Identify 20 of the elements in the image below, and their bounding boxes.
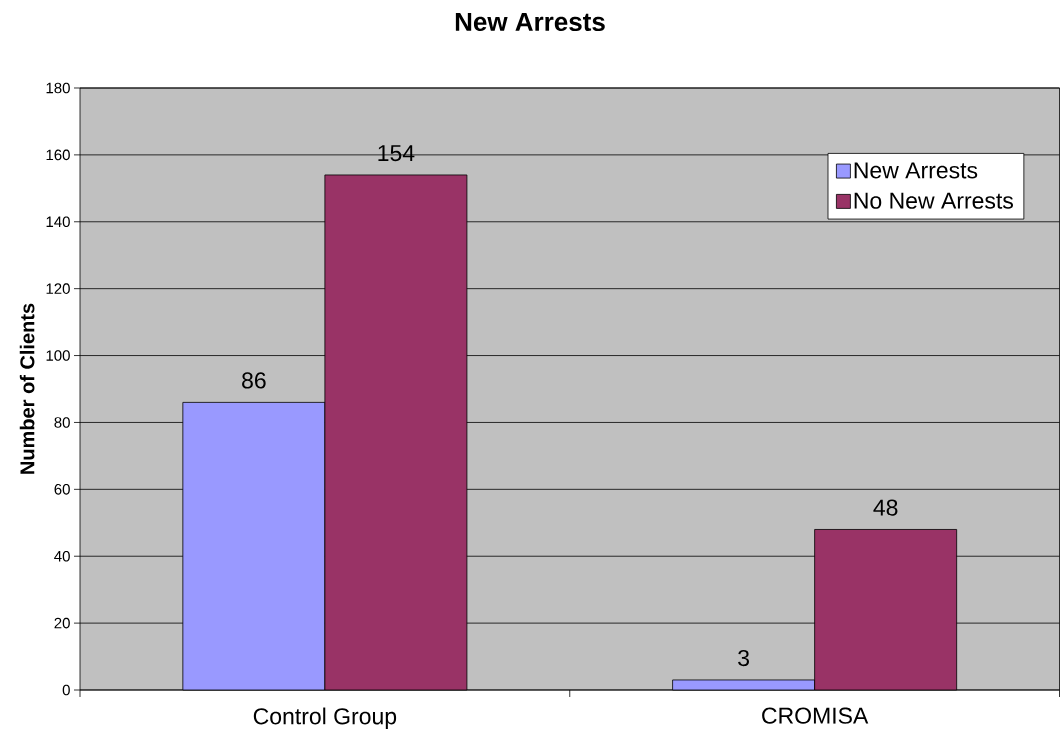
y-tick-label: 120 <box>46 283 70 294</box>
legend-label: New Arrests <box>854 162 978 179</box>
x-tick-label: Control Group <box>253 707 397 729</box>
y-axis-title: Number of Clients <box>19 303 35 474</box>
x-tick-label: CROMISA <box>762 707 869 724</box>
y-tick-label: 20 <box>54 617 70 629</box>
y-tick-label: 0 <box>62 684 70 696</box>
y-tick-label: 40 <box>54 550 70 562</box>
y-tick-label: 80 <box>54 417 70 428</box>
y-tick-label: 140 <box>46 216 70 228</box>
data-label: 3 <box>738 649 749 667</box>
y-tick-label: 60 <box>54 484 70 495</box>
y-tick-label: 160 <box>46 149 70 161</box>
data-label: 86 <box>242 372 266 389</box>
legend-label: No New Arrests <box>854 192 1013 209</box>
y-tick-label: 100 <box>46 350 70 361</box>
data-label: 48 <box>873 499 898 516</box>
data-label: 154 <box>378 145 415 162</box>
chart-title: New Arrests <box>455 12 605 32</box>
y-tick-label: 180 <box>46 82 70 94</box>
